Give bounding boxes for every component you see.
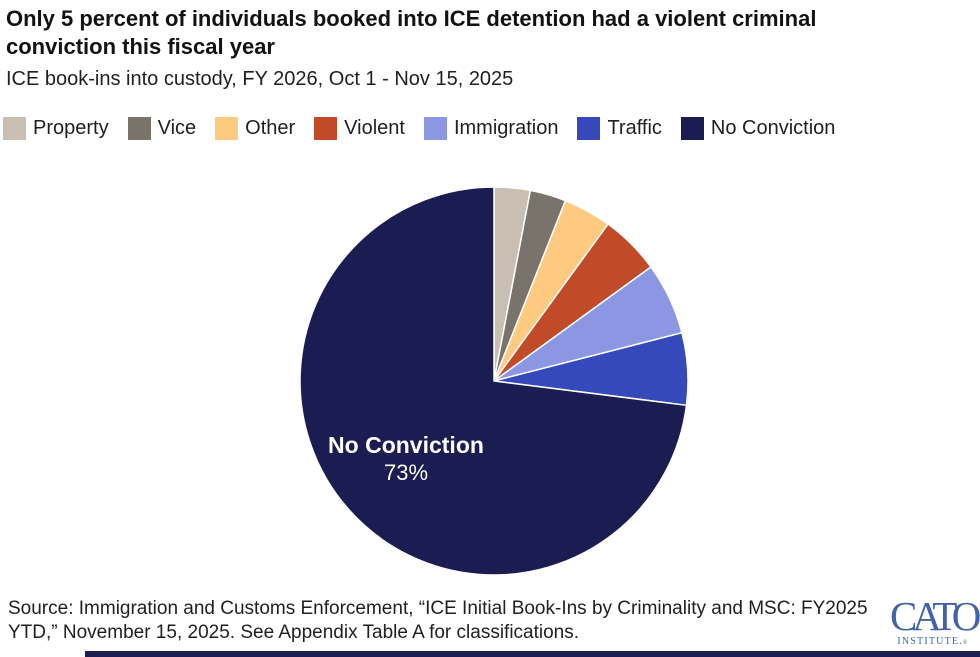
source-note: Source: Immigration and Customs Enforcem… [8, 598, 868, 643]
logo-wordmark: CATO [890, 593, 980, 639]
pie-slice-no-conviction [299, 186, 688, 576]
legend-swatch-no-conviction [680, 117, 704, 140]
legend-label-no-conviction: No Conviction [710, 117, 836, 139]
legend-label-vice: Vice [157, 117, 197, 139]
cato-institute-logo: CATO INSTITUTE.® [890, 593, 980, 649]
legend-label-traffic: Traffic [607, 117, 662, 139]
legend-swatch-property [3, 117, 26, 140]
legend-item-other: Other [215, 117, 295, 140]
legend-item-vice: Vice [127, 117, 197, 140]
footer-accent-bar [85, 651, 980, 657]
legend-item-traffic: Traffic [577, 117, 662, 140]
legend-swatch-vice [127, 117, 151, 140]
pie-chart: No Conviction 73% [298, 185, 690, 577]
chart-title: Only 5 percent of individuals booked int… [6, 6, 817, 60]
legend-item-property: Property [3, 117, 109, 140]
legend-swatch-traffic [577, 117, 601, 140]
legend-swatch-immigration [423, 117, 447, 140]
legend-label-violent: Violent [344, 117, 405, 139]
legend-label-immigration: Immigration [453, 117, 559, 139]
legend-item-violent: Violent [314, 117, 405, 140]
chart-subtitle: ICE book-ins into custody, FY 2026, Oct … [6, 68, 514, 90]
legend: Property Vice Other Violent Immigration … [3, 117, 835, 140]
pie-svg [299, 186, 689, 576]
registered-mark: ® [962, 640, 969, 646]
legend-swatch-other [215, 117, 239, 140]
legend-item-no-conviction: No Conviction [680, 117, 836, 140]
legend-label-property: Property [33, 117, 109, 139]
logo-subtext: INSTITUTE.® [897, 636, 969, 647]
legend-label-other: Other [245, 117, 296, 139]
legend-swatch-violent [314, 117, 338, 140]
legend-item-immigration: Immigration [423, 117, 559, 140]
